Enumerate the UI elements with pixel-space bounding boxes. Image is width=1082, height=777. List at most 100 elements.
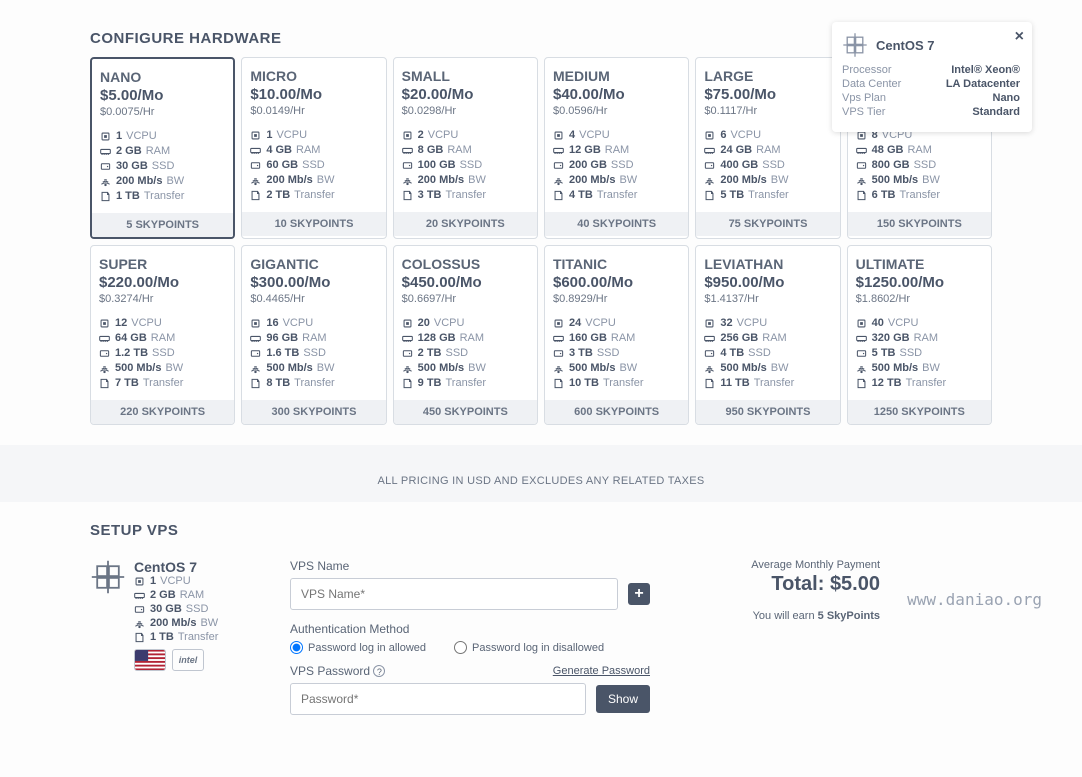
plan-name: COLOSSUS <box>402 256 529 272</box>
spec-line: 200 GB SSD <box>553 159 680 171</box>
bw-icon <box>856 175 868 186</box>
avg-label: Average Monthly Payment <box>700 559 880 571</box>
plan-card-large[interactable]: LARGE $75.00/Mo $0.1117/Hr 6 VCPU 24 GB … <box>695 57 840 239</box>
bw-icon <box>704 175 716 186</box>
plan-card-gigantic[interactable]: GIGANTIC $300.00/Mo $0.4465/Hr 16 VCPU 9… <box>241 245 386 425</box>
close-icon[interactable]: × <box>1015 28 1024 46</box>
plan-card-leviathan[interactable]: LEVIATHAN $950.00/Mo $1.4137/Hr 32 VCPU … <box>695 245 840 425</box>
spec-line: 500 Mb/s BW <box>856 362 983 374</box>
spec-line: 200 Mb/s BW <box>250 174 377 186</box>
ssd-icon <box>856 348 868 359</box>
cpu-icon <box>553 130 565 141</box>
plan-name: GIGANTIC <box>250 256 377 272</box>
plan-card-micro[interactable]: MICRO $10.00/Mo $0.0149/Hr 1 VCPU 4 GB R… <box>241 57 386 239</box>
spec-line: 1 TB Transfer <box>100 190 225 202</box>
plan-price: $220.00/Mo <box>99 274 226 291</box>
spec-line: 6 TB Transfer <box>856 189 983 201</box>
tx-icon <box>553 190 565 201</box>
totals-panel: Average Monthly Payment Total: $5.00 You… <box>700 559 880 727</box>
show-password-button[interactable]: Show <box>596 685 650 713</box>
plan-price: $300.00/Mo <box>250 274 377 291</box>
plan-skypoints: 10 SKYPOINTS <box>242 212 385 236</box>
plan-card-nano[interactable]: NANO $5.00/Mo $0.0075/Hr 1 VCPU 2 GB RAM… <box>90 57 235 239</box>
plan-price: $1250.00/Mo <box>856 274 983 291</box>
auth-disallowed-radio[interactable]: Password log in disallowed <box>454 641 604 654</box>
summary-row: ProcessorIntel® Xeon® <box>842 64 1020 76</box>
plan-name: LEVIATHAN <box>704 256 831 272</box>
spec-line: 500 Mb/s BW <box>704 362 831 374</box>
plan-skypoints: 5 SKYPOINTS <box>92 213 233 237</box>
plan-name: SMALL <box>402 68 529 84</box>
spec-line: 256 GB RAM <box>704 332 831 344</box>
plan-card-colossus[interactable]: COLOSSUS $450.00/Mo $0.6697/Hr 20 VCPU 1… <box>393 245 538 425</box>
help-icon[interactable]: ? <box>373 665 385 677</box>
ram-icon <box>553 145 565 156</box>
cpu-icon <box>250 318 262 329</box>
spec-line: 4 VCPU <box>553 129 680 141</box>
intel-icon: intel <box>172 649 204 671</box>
cpu-icon <box>99 318 111 329</box>
ssd-icon <box>704 160 716 171</box>
plan-price: $5.00/Mo <box>100 87 225 104</box>
spec-line: 12 VCPU <box>99 317 226 329</box>
plan-card-small[interactable]: SMALL $20.00/Mo $0.0298/Hr 2 VCPU 8 GB R… <box>393 57 538 239</box>
plan-price: $450.00/Mo <box>402 274 529 291</box>
bw-icon <box>134 618 146 629</box>
plan-skypoints: 950 SKYPOINTS <box>696 400 839 424</box>
auth-allowed-radio[interactable]: Password log in allowed <box>290 641 426 654</box>
plan-card-ultimate[interactable]: ULTIMATE $1250.00/Mo $1.8602/Hr 40 VCPU … <box>847 245 992 425</box>
plan-card-titanic[interactable]: TITANIC $600.00/Mo $0.8929/Hr 24 VCPU 16… <box>544 245 689 425</box>
plan-hourly: $0.1117/Hr <box>704 105 831 117</box>
generate-password-link[interactable]: Generate Password <box>553 665 650 677</box>
spec-line: 5 TB Transfer <box>704 189 831 201</box>
ssd-icon <box>402 160 414 171</box>
spec-line: 40 VCPU <box>856 317 983 329</box>
plan-hourly: $0.0075/Hr <box>100 106 225 118</box>
cpu-icon <box>856 318 868 329</box>
spec-line: 800 GB SSD <box>856 159 983 171</box>
tx-icon <box>856 378 868 389</box>
tx-icon <box>856 190 868 201</box>
plan-price: $10.00/Mo <box>250 86 377 103</box>
total-value: $5.00 <box>830 573 880 595</box>
centos-icon <box>90 559 126 595</box>
vps-password-input[interactable] <box>290 683 586 715</box>
tx-icon <box>402 378 414 389</box>
plan-price: $950.00/Mo <box>704 274 831 291</box>
plan-card-medium[interactable]: MEDIUM $40.00/Mo $0.0596/Hr 4 VCPU 12 GB… <box>544 57 689 239</box>
spec-line: 1 VCPU <box>250 129 377 141</box>
cpu-icon <box>134 576 146 587</box>
add-vps-button[interactable]: + <box>628 583 650 605</box>
pricing-note: ALL PRICING IN USD AND EXCLUDES ANY RELA… <box>0 445 1082 502</box>
plan-skypoints: 75 SKYPOINTS <box>696 212 839 236</box>
spec-line: 2 TB Transfer <box>250 189 377 201</box>
summary-row: VPS TierStandard <box>842 106 1020 118</box>
spec-line: 5 TB SSD <box>856 347 983 359</box>
spec-line: 3 TB SSD <box>553 347 680 359</box>
spec-line: 500 Mb/s BW <box>250 362 377 374</box>
ssd-icon <box>553 348 565 359</box>
ram-icon <box>856 333 868 344</box>
bw-icon <box>402 363 414 374</box>
spec-line: 500 Mb/s BW <box>856 174 983 186</box>
spec-line: 1 TB Transfer <box>134 631 218 643</box>
spec-line: 200 Mb/s BW <box>134 617 218 629</box>
vps-name-input[interactable] <box>290 578 618 610</box>
spec-line: 8 GB RAM <box>402 144 529 156</box>
plan-hourly: $0.0596/Hr <box>553 105 680 117</box>
spec-line: 30 GB SSD <box>100 160 225 172</box>
plan-hourly: $0.4465/Hr <box>250 293 377 305</box>
plan-price: $40.00/Mo <box>553 86 680 103</box>
spec-line: 2 GB RAM <box>134 589 218 601</box>
spec-line: 160 GB RAM <box>553 332 680 344</box>
spec-line: 4 GB RAM <box>250 144 377 156</box>
plan-skypoints: 220 SKYPOINTS <box>91 400 234 424</box>
setup-form: VPS Name + Authentication Method Passwor… <box>290 559 650 727</box>
spec-line: 24 VCPU <box>553 317 680 329</box>
plan-skypoints: 600 SKYPOINTS <box>545 400 688 424</box>
plan-hourly: $1.4137/Hr <box>704 293 831 305</box>
ssd-icon <box>250 348 262 359</box>
bw-icon <box>99 363 111 374</box>
plan-card-super[interactable]: SUPER $220.00/Mo $0.3274/Hr 12 VCPU 64 G… <box>90 245 235 425</box>
setup-summary: CentOS 7 1 VCPU2 GB RAM30 GB SSD200 Mb/s… <box>90 559 240 727</box>
